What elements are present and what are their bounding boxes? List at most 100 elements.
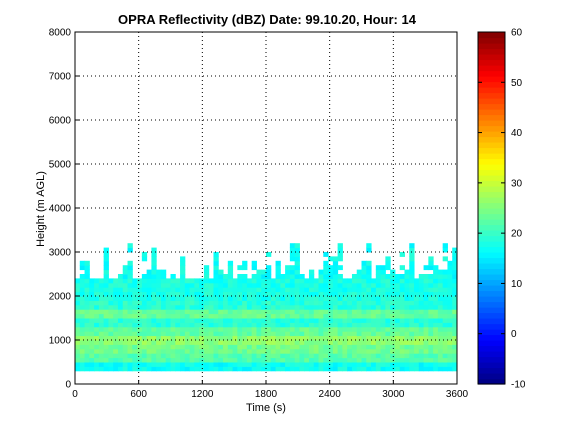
heatmap-cell	[385, 348, 391, 354]
colorbar-segment	[478, 334, 505, 341]
heatmap-cell	[304, 318, 310, 323]
heatmap-cell	[299, 335, 305, 341]
heatmap-cell	[94, 296, 100, 301]
heatmap-cell	[227, 318, 234, 323]
heatmap-cell	[237, 322, 243, 328]
colorbar-segment	[478, 147, 505, 154]
heatmap-cell	[318, 326, 324, 332]
heatmap-cell	[418, 353, 425, 359]
heatmap-cell	[232, 344, 238, 350]
heatmap-cell	[156, 269, 162, 275]
heatmap-cell	[452, 282, 458, 288]
heatmap-cell	[218, 353, 224, 359]
heatmap-cell	[385, 274, 391, 279]
heatmap-cell	[137, 296, 143, 301]
colorbar-segment	[478, 312, 505, 319]
heatmap-cell	[194, 353, 200, 359]
heatmap-cell	[394, 296, 401, 301]
heatmap-cell	[409, 335, 415, 341]
heatmap-cell	[385, 265, 391, 271]
heatmap-cell	[84, 335, 90, 341]
heatmap-cell	[199, 282, 205, 288]
heatmap-cell	[227, 309, 234, 315]
heatmap-cell	[442, 331, 448, 337]
heatmap-cell	[275, 291, 281, 297]
heatmap-cell	[199, 322, 205, 328]
heatmap-cell	[399, 335, 405, 341]
heatmap-cell	[103, 353, 109, 359]
heatmap-cell	[275, 331, 281, 337]
heatmap-cell	[361, 269, 367, 275]
heatmap-cell	[366, 265, 372, 271]
heatmap-cell	[394, 282, 401, 288]
heatmap-cell	[227, 331, 234, 337]
heatmap-cell	[98, 282, 105, 288]
heatmap-cell	[94, 348, 100, 354]
heatmap-cell	[328, 353, 334, 359]
heatmap-cell	[227, 304, 234, 310]
heatmap-cell	[79, 287, 86, 293]
heatmap-cell	[308, 304, 315, 310]
heatmap-cell	[137, 335, 143, 341]
heatmap-cell	[275, 296, 281, 301]
heatmap-cell	[242, 287, 248, 293]
heatmap-cell	[371, 331, 377, 337]
heatmap-cell	[404, 344, 410, 350]
heatmap-cell	[275, 362, 281, 367]
heatmap-cell	[184, 357, 191, 363]
heatmap-cell	[447, 335, 453, 341]
heatmap-cell	[433, 366, 439, 372]
heatmap-cell	[227, 260, 234, 266]
heatmap-cell	[180, 300, 186, 306]
heatmap-cell	[375, 366, 382, 372]
heatmap-cell	[180, 256, 186, 262]
heatmap-cell	[428, 278, 434, 284]
heatmap-cell	[266, 344, 272, 350]
heatmap-cell	[390, 322, 396, 328]
heatmap-cell	[184, 326, 191, 332]
heatmap-cell	[251, 335, 257, 341]
heatmap-cell	[347, 335, 353, 341]
heatmap-cell	[189, 282, 195, 288]
heatmap-cell	[266, 287, 272, 293]
heatmap-cell	[318, 300, 324, 306]
heatmap-cell	[447, 269, 453, 275]
heatmap-cell	[289, 243, 296, 249]
heatmap-cell	[308, 309, 315, 315]
heatmap-cell	[318, 318, 324, 323]
heatmap-cell	[399, 331, 405, 337]
heatmap-cell	[442, 309, 448, 315]
heatmap-cell	[170, 357, 176, 363]
heatmap-cell	[366, 287, 372, 293]
heatmap-cell	[404, 353, 410, 359]
heatmap-cell	[175, 331, 181, 337]
heatmap-cell	[404, 318, 410, 323]
heatmap-cell	[428, 331, 434, 337]
heatmap-cell	[108, 296, 114, 301]
heatmap-cell	[203, 313, 210, 319]
heatmap-cell	[442, 357, 448, 363]
heatmap-cell	[313, 304, 320, 310]
heatmap-cell	[442, 304, 448, 310]
colorbar-tick-label: 30	[511, 178, 523, 189]
heatmap-cell	[151, 366, 157, 372]
heatmap-cell	[156, 362, 162, 367]
heatmap-cell	[103, 344, 109, 350]
heatmap-cell	[113, 278, 119, 284]
heatmap-cell	[113, 326, 119, 332]
heatmap-cell	[117, 353, 124, 359]
x-tick-label: 1200	[191, 389, 214, 400]
y-tick-label: 3000	[49, 248, 72, 259]
heatmap-cell	[285, 282, 291, 288]
heatmap-cell	[223, 296, 229, 301]
heatmap-cell	[213, 265, 219, 271]
heatmap-cell	[84, 318, 90, 323]
heatmap-cell	[141, 344, 148, 350]
heatmap-cell	[433, 326, 439, 332]
heatmap-cell	[165, 353, 171, 359]
heatmap-cell	[165, 366, 171, 372]
heatmap-cell	[232, 296, 238, 301]
heatmap-cell	[428, 322, 434, 328]
heatmap-cell	[423, 362, 429, 367]
heatmap-cell	[423, 313, 429, 319]
